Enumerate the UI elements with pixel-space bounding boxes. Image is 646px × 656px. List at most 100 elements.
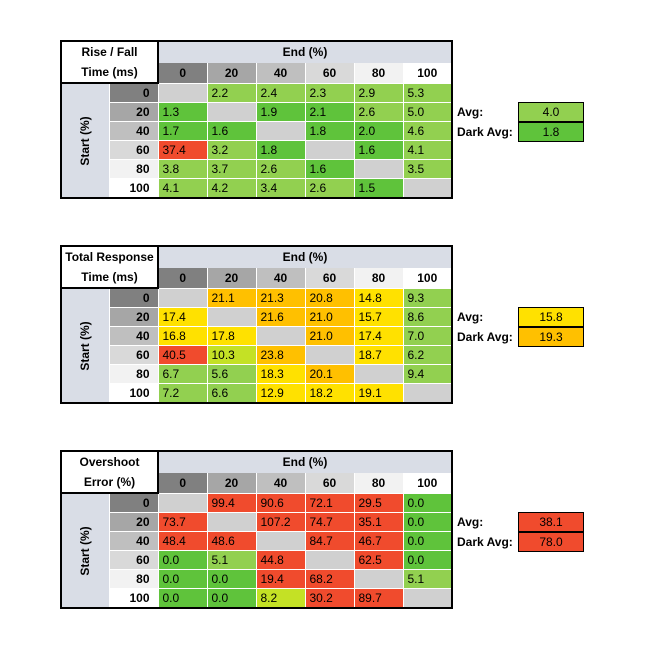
empty-cell [304,345,355,365]
value-cell: 17.4 [157,307,208,327]
start-axis-label: Start (%) [78,525,93,576]
value-cell: 46.7 [353,531,404,551]
value-cell: 0.0 [402,512,453,532]
value-cell: 8.6 [402,307,453,327]
empty-cell [255,121,306,141]
empty-cell [206,102,257,122]
value-cell: 2.2 [206,82,257,103]
value-cell: 6.7 [157,364,208,384]
empty-cell [206,307,257,327]
value-cell: 6.6 [206,383,257,404]
value-cell: 2.6 [353,102,404,122]
value-cell: 20.8 [304,287,355,308]
start-tick-label: 40 [108,531,159,551]
value-cell: 23.8 [255,345,306,365]
value-cell: 0.0 [157,588,208,609]
dark-average-value: 1.8 [518,122,584,142]
value-cell: 21.0 [304,326,355,346]
end-axis-label: End (%) [157,244,453,268]
value-cell: 3.5 [402,159,453,179]
table-title-line: Rise / Fall [81,45,138,59]
end-tick-label: 60 [304,266,355,289]
value-cell: 2.4 [255,82,306,103]
start-tick-label: 80 [108,364,159,384]
value-cell: 4.2 [206,178,257,199]
total-response-table: Total Response Time (ms) End (%) 0 20 40 60 80 1… [60,244,453,404]
value-cell: 21.1 [206,287,257,308]
start-tick-label: 0 [108,492,159,513]
start-tick-label: 0 [108,82,159,103]
value-cell: 6.2 [402,345,453,365]
table-title-line: Time (ms) [81,270,138,284]
average-value: 4.0 [518,102,584,122]
end-tick-label: 100 [402,266,453,289]
table-title: Total Response Time (ms) [60,245,159,289]
value-cell: 9.3 [402,287,453,308]
start-axis-cell: Start (%) [60,287,110,404]
start-tick-label: 40 [108,121,159,141]
value-cell: 1.3 [157,102,208,122]
value-cell: 62.5 [353,550,404,570]
value-cell: 19.4 [255,569,306,589]
table-title-line: Time (ms) [81,65,138,79]
empty-cell [353,364,404,384]
empty-cell [353,569,404,589]
value-cell: 5.1 [206,550,257,570]
value-cell: 29.5 [353,492,404,513]
value-cell: 84.7 [304,531,355,551]
dark-average-label: Dark Avg: [457,330,513,344]
value-cell: 2.6 [255,159,306,179]
value-cell: 19.1 [353,383,404,404]
value-cell: 3.4 [255,178,306,199]
value-cell: 5.0 [402,102,453,122]
value-cell: 18.3 [255,364,306,384]
empty-cell [255,326,306,346]
empty-cell [157,287,208,308]
end-tick-label: 20 [206,471,257,494]
start-tick-label: 80 [108,569,159,589]
value-cell: 17.8 [206,326,257,346]
start-tick-label: 100 [108,178,159,199]
value-cell: 2.3 [304,82,355,103]
value-cell: 1.6 [206,121,257,141]
value-cell: 5.6 [206,364,257,384]
start-tick-label: 20 [108,512,159,532]
value-cell: 37.4 [157,140,208,160]
value-cell: 0.0 [157,550,208,570]
average-value: 38.1 [518,512,584,532]
start-axis-cell: Start (%) [60,82,110,199]
end-tick-label: 20 [206,266,257,289]
end-tick-label: 80 [353,471,404,494]
dark-average-value: 19.3 [518,327,584,347]
start-tick-label: 20 [108,307,159,327]
start-tick-label: 40 [108,326,159,346]
start-tick-label: 60 [108,550,159,570]
value-cell: 9.4 [402,364,453,384]
average-label: Avg: [457,310,484,324]
average-label: Avg: [457,515,484,529]
value-cell: 4.6 [402,121,453,141]
empty-cell [157,492,208,513]
value-cell: 107.2 [255,512,306,532]
value-cell: 73.7 [157,512,208,532]
value-cell: 0.0 [157,569,208,589]
value-cell: 12.9 [255,383,306,404]
table-title: Rise / Fall Time (ms) [60,40,159,84]
average-label: Avg: [457,105,484,119]
table-title-line: Error (%) [83,475,136,489]
table-title-line: Total Response [65,250,154,264]
start-axis-label: Start (%) [78,115,93,166]
rise-fall-table: Rise / Fall Time (ms) End (%) 0 20 40 60 80 100 S… [60,39,453,199]
end-tick-label: 40 [255,471,306,494]
value-cell: 2.0 [353,121,404,141]
start-tick-label: 100 [108,383,159,404]
start-tick-label: 60 [108,345,159,365]
value-cell: 8.2 [255,588,306,609]
value-cell: 20.1 [304,364,355,384]
value-cell: 18.7 [353,345,404,365]
value-cell: 21.3 [255,287,306,308]
value-cell: 1.5 [353,178,404,199]
end-tick-label: 80 [353,266,404,289]
value-cell: 2.1 [304,102,355,122]
empty-cell [402,178,453,199]
